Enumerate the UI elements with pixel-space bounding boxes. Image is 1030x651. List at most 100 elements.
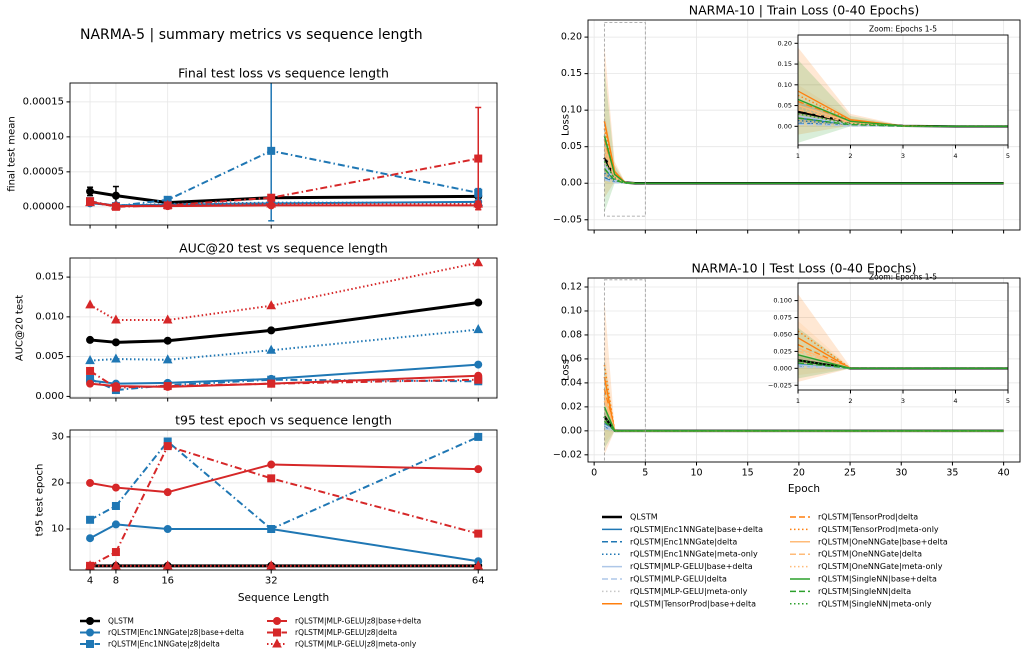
y-tick-label: 0.20 xyxy=(561,32,582,43)
y-tick-label: 0.015 xyxy=(35,272,64,283)
marker xyxy=(111,548,120,557)
x-tick-label: 30 xyxy=(895,468,907,479)
series-line xyxy=(798,115,1008,127)
marker xyxy=(473,324,484,334)
y-tick-label: 0.05 xyxy=(561,141,582,152)
marker xyxy=(86,366,95,375)
y-axis-label: final test mean xyxy=(7,116,18,191)
chart-title: AUC@20 test vs sequence length xyxy=(179,241,388,256)
marker xyxy=(111,483,120,492)
marker xyxy=(267,474,276,483)
plot-frame xyxy=(69,82,498,226)
y-axis-label: Loss xyxy=(561,359,572,381)
series-line xyxy=(798,98,1008,127)
x-tick-label: 5 xyxy=(1006,152,1010,160)
marker xyxy=(474,298,483,307)
y-tick-label: 0.10 xyxy=(778,81,792,89)
chart-title: NARMA-10 | Train Loss (0-40 Epochs) xyxy=(689,3,919,18)
marker xyxy=(162,560,173,570)
legend-label: rQLSTM|Enc1NNGate|z8|base+delta xyxy=(108,628,244,637)
series-layer xyxy=(798,47,1008,143)
marker xyxy=(86,379,95,388)
y-tick-label: 10 xyxy=(51,524,64,535)
uncertainty-band xyxy=(798,47,1008,135)
x-tick-label: 1 xyxy=(796,152,800,160)
x-tick-label: 3 xyxy=(901,397,905,405)
marker xyxy=(267,146,276,155)
series-layer xyxy=(798,293,1008,382)
marker xyxy=(163,382,172,391)
marker xyxy=(474,375,483,384)
series-line xyxy=(89,328,479,362)
x-tick-label: 5 xyxy=(1006,397,1010,405)
legend-label: rQLSTM|TensorProd|base+delta xyxy=(630,599,756,608)
plot-frame xyxy=(587,19,1021,231)
marker xyxy=(267,460,276,469)
y-tick-label: 0.00 xyxy=(561,425,582,436)
marker xyxy=(163,488,172,497)
y-tick-label: −0.05 xyxy=(553,214,582,225)
marker xyxy=(266,300,277,310)
legend-label: rQLSTM|OneNNGate|delta xyxy=(818,550,922,559)
legend-label: rQLSTM|OneNNGate|meta-only xyxy=(818,562,943,571)
y-tick-label: 0.15 xyxy=(778,60,792,68)
y-tick-label: 0.10 xyxy=(561,105,582,116)
marker xyxy=(111,338,120,347)
legend-label: rQLSTM|Enc1NNGate|delta xyxy=(630,537,737,546)
y-tick-label: 0.00015 xyxy=(23,96,64,107)
legend-label: rQLSTM|MLP-GELU|z8|meta-only xyxy=(295,640,417,649)
x-tick-label: 2 xyxy=(848,152,852,160)
x-tick-label: 10 xyxy=(690,468,702,479)
y-tick-label: 0.05 xyxy=(778,102,792,110)
plot-frame xyxy=(797,34,1009,146)
x-tick-label: 5 xyxy=(642,468,648,479)
legend-label: rQLSTM|SingleNN|base+delta xyxy=(818,575,937,584)
y-tick-label: 0.06 xyxy=(561,353,582,364)
x-tick-label: 35 xyxy=(946,468,958,479)
legend-label: QLSTM xyxy=(108,617,134,626)
inset-title: Zoom: Epochs 1-5 xyxy=(869,25,937,34)
legend-label: rQLSTM|Enc1NNGate|meta-only xyxy=(630,550,758,559)
y-tick-label: 0.02 xyxy=(561,401,582,412)
y-tick-label: 0.025 xyxy=(773,347,792,355)
marker xyxy=(86,478,95,487)
plot-area xyxy=(70,430,497,570)
x-tick-label: 25 xyxy=(844,468,856,479)
x-tick-label: 2 xyxy=(848,397,852,405)
y-tick-label: 0.000 xyxy=(35,391,64,402)
legend-label: rQLSTM|TensorProd|delta xyxy=(818,513,918,522)
marker xyxy=(86,617,94,625)
marker xyxy=(111,353,121,363)
y-tick-label: 0.000 xyxy=(773,364,792,372)
y-tick-label: 0.04 xyxy=(561,377,582,388)
y-tick-label: 20 xyxy=(51,477,64,488)
marker xyxy=(111,520,120,529)
x-tick-label: 0 xyxy=(591,468,597,479)
y-tick-label: 0.00 xyxy=(561,178,582,189)
marker xyxy=(474,465,483,474)
x-axis-label: Sequence Length xyxy=(238,592,329,604)
marker xyxy=(473,560,484,570)
y-axis-label: Loss xyxy=(561,114,572,136)
marker xyxy=(273,628,281,637)
marker xyxy=(86,640,94,648)
legend-label: rQLSTM|MLP-GELU|delta xyxy=(630,575,727,584)
marker xyxy=(474,360,483,369)
x-axis-label: Epoch xyxy=(788,483,820,495)
legend-label: rQLSTM|SingleNN|meta-only xyxy=(818,599,932,608)
marker xyxy=(86,534,95,543)
x-tick-label: 40 xyxy=(998,468,1010,479)
y-tick-label: 0.010 xyxy=(35,311,64,322)
chart-title: t95 test epoch vs sequence length xyxy=(175,413,392,428)
y-tick-label: 0.00 xyxy=(778,122,792,130)
marker xyxy=(86,628,94,637)
marker xyxy=(86,335,95,344)
y-tick-label: 0.050 xyxy=(773,330,792,338)
plot-frame xyxy=(587,277,1021,463)
marker xyxy=(163,442,172,451)
marker xyxy=(473,198,484,208)
marker xyxy=(162,199,173,209)
legend-label: rQLSTM|MLP-GELU|z8|delta xyxy=(295,628,397,637)
legend-label: QLSTM xyxy=(630,513,658,522)
